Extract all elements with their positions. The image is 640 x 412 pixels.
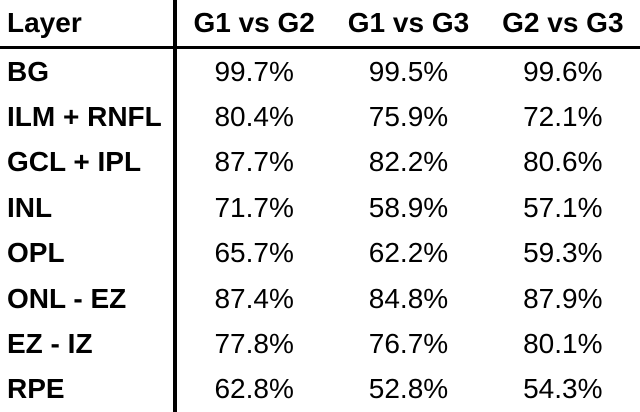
row-label-ez-iz: EZ - IZ: [0, 321, 177, 367]
table-cell: 62.2%: [368, 237, 449, 269]
column-header-g2-vs-g3: G2 vs G3: [485, 0, 640, 49]
table-cell: 65.7%: [214, 237, 294, 269]
row-label-bg: BG: [0, 49, 177, 95]
row-label-rpe: RPE: [0, 366, 177, 412]
row-label-inl: INL: [0, 185, 177, 231]
table-cell: 99.7%: [214, 55, 294, 87]
table-cell: 76.7%: [368, 327, 449, 359]
table-cell: 58.9%: [368, 191, 449, 223]
table-cell: 71.7%: [214, 191, 294, 223]
table-cell: 80.4%: [214, 101, 294, 133]
table-cell: 87.9%: [523, 282, 603, 314]
table-cell: 75.9%: [368, 101, 449, 133]
table-cell: 54.3%: [523, 373, 603, 405]
row-label-onl-ez: ONL - EZ: [0, 275, 177, 322]
table-cell: 57.1%: [523, 191, 603, 223]
table-cell: 59.3%: [523, 237, 603, 269]
table-cell: 84.8%: [368, 282, 449, 314]
table-cell: 82.2%: [368, 146, 449, 178]
row-label-opl: OPL: [0, 230, 177, 276]
column-header-g1-vs-g2: G1 vs G2: [177, 0, 332, 49]
table-cell: 77.8%: [214, 327, 294, 359]
table-cell: 87.7%: [214, 146, 294, 178]
row-label-gcl-ipl: GCL + IPL: [0, 139, 177, 186]
table-cell: 62.8%: [214, 373, 294, 405]
table-cell: 87.4%: [214, 282, 294, 314]
table-cell: 99.6%: [523, 55, 603, 87]
table-cell: 80.1%: [523, 327, 603, 359]
table-cell: 52.8%: [368, 373, 449, 405]
table-cell: 99.5%: [368, 55, 449, 87]
row-label-ilm-rnfl: ILM + RNFL: [0, 94, 177, 140]
table-cell: 72.1%: [523, 101, 603, 133]
column-header-g1-vs-g3: G1 vs G3: [331, 0, 486, 49]
column-header-layer: Layer: [0, 0, 177, 49]
table-cell: 80.6%: [523, 146, 603, 178]
